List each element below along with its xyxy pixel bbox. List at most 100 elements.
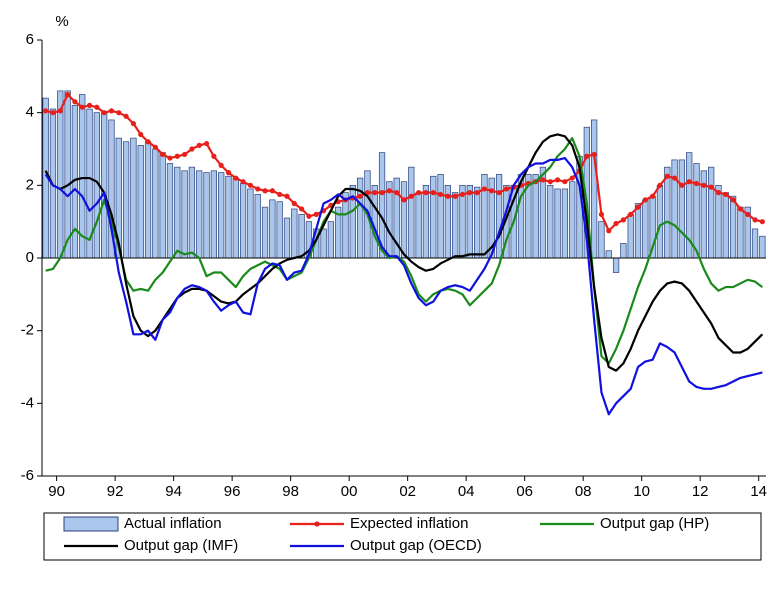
x-tick-label: 92	[107, 483, 124, 500]
marker	[291, 200, 297, 207]
marker	[167, 155, 173, 161]
marker	[693, 180, 700, 187]
bar	[166, 163, 174, 259]
line	[45, 137, 763, 365]
x-tick-label: 94	[165, 483, 182, 500]
x-tick-label: 08	[575, 483, 592, 500]
marker	[467, 190, 473, 196]
marker	[635, 204, 641, 210]
marker	[145, 139, 151, 145]
bar	[554, 188, 561, 259]
bar	[532, 174, 539, 259]
marker	[203, 140, 210, 147]
marker	[284, 193, 290, 199]
bar	[708, 166, 715, 259]
x-tick-label: 14	[750, 483, 767, 500]
marker	[138, 131, 144, 138]
y-tick-label: 6	[26, 31, 34, 48]
legend-label: Output gap (HP)	[600, 515, 709, 532]
bar	[269, 199, 276, 259]
x-tick-label: 06	[516, 483, 533, 500]
bar	[437, 174, 444, 259]
bar	[452, 192, 459, 259]
bar	[422, 184, 430, 259]
y-tick-label: 0	[26, 249, 34, 266]
x-tick-label: 98	[282, 483, 299, 500]
bar	[247, 188, 254, 259]
marker	[620, 217, 626, 223]
marker	[225, 170, 232, 176]
marker	[554, 177, 561, 183]
marker	[584, 153, 590, 159]
marker	[715, 190, 722, 196]
marker	[394, 190, 400, 196]
bar	[261, 206, 269, 259]
bar	[715, 184, 722, 259]
marker	[182, 151, 188, 158]
bar	[232, 177, 239, 259]
x-tick-label: 10	[633, 483, 650, 500]
marker	[247, 182, 254, 188]
marker	[269, 188, 275, 194]
bar	[210, 170, 217, 259]
bar	[218, 172, 225, 259]
bar	[144, 141, 152, 259]
x-tick-label: 12	[692, 483, 709, 500]
marker	[313, 211, 319, 217]
marker	[540, 177, 546, 183]
marker	[606, 228, 612, 234]
marker	[57, 108, 63, 114]
marker	[591, 151, 597, 158]
bar	[400, 181, 408, 259]
marker	[196, 142, 202, 148]
x-tick-label: 02	[399, 483, 416, 500]
bar	[569, 181, 576, 259]
bar	[320, 228, 327, 259]
marker	[562, 179, 568, 185]
marker	[737, 206, 744, 212]
marker	[189, 146, 195, 152]
marker	[613, 220, 619, 227]
y-tick-label: 2	[26, 176, 34, 193]
legend-box	[43, 512, 762, 561]
bar	[751, 228, 759, 259]
marker	[372, 190, 378, 196]
marker	[650, 193, 656, 199]
marker	[379, 190, 385, 196]
bar	[466, 184, 473, 259]
marker	[108, 108, 115, 114]
bar	[283, 217, 291, 259]
marker	[671, 175, 678, 181]
bar	[298, 214, 305, 259]
marker	[503, 186, 509, 192]
marker	[745, 211, 751, 217]
legend-label: Output gap (OECD)	[350, 537, 482, 554]
marker	[152, 144, 158, 150]
bar	[327, 221, 334, 259]
marker	[489, 188, 495, 194]
marker	[569, 175, 575, 181]
marker	[174, 153, 180, 159]
bar	[642, 199, 649, 259]
bar	[57, 90, 64, 259]
marker	[357, 193, 363, 199]
bar	[181, 170, 188, 259]
bar	[203, 172, 210, 259]
legend-swatch	[63, 516, 119, 532]
marker	[657, 182, 663, 188]
bar	[291, 208, 298, 259]
bar	[101, 112, 108, 259]
marker	[101, 110, 107, 116]
marker	[459, 191, 466, 198]
marker	[686, 179, 692, 185]
marker	[299, 206, 305, 212]
y-axis-label: %	[55, 13, 68, 30]
marker	[708, 184, 714, 190]
bar	[159, 152, 166, 259]
marker	[43, 108, 49, 114]
marker	[211, 153, 217, 159]
marker	[255, 186, 261, 192]
bar	[276, 201, 283, 259]
bar	[729, 195, 737, 259]
